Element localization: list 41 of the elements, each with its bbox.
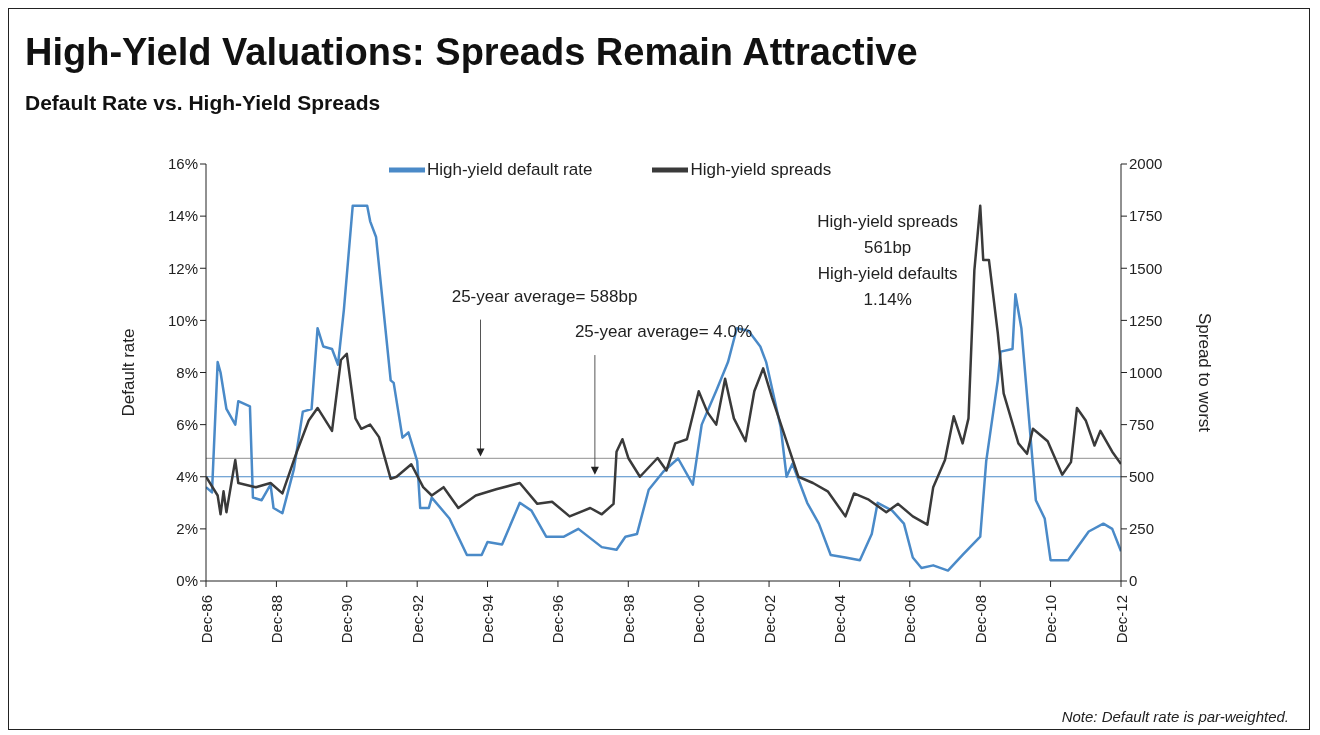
y-tick-label: 12%	[167, 259, 198, 277]
y2-axis-title: Spread to worst	[1194, 312, 1214, 433]
x-tick-label: Dec-96	[549, 595, 567, 644]
y2-tick-label: 750	[1129, 415, 1155, 433]
x-tick-label: Dec-12	[1112, 595, 1130, 644]
x-tick-label: Dec-90	[338, 595, 356, 644]
legend-label: High-yield spreads	[690, 160, 832, 180]
y2-tick-label: 1000	[1129, 363, 1163, 381]
x-tick-label: Dec-06	[901, 595, 919, 644]
y-axis-title: Default rate	[119, 328, 139, 417]
y-tick-label: 8%	[176, 363, 198, 381]
y-tick-label: 14%	[167, 207, 198, 225]
text: Note: Default rate is par-weighted.	[1061, 708, 1289, 725]
y-tick-label: 4%	[176, 468, 198, 486]
y-tick-label: 2%	[176, 520, 198, 538]
x-tick-label: Dec-98	[619, 595, 637, 644]
x-tick-label: Dec-08	[971, 595, 989, 644]
x-tick-label: Dec-10	[1042, 595, 1060, 644]
chart-subtitle: Default Rate vs. High-Yield Spreads	[25, 91, 381, 115]
annotation: High-yield spreads 561bp High-yield defaults 1.14%	[817, 211, 959, 309]
y2-tick-label: 0	[1129, 572, 1138, 590]
x-tick-label: Dec-02	[760, 595, 778, 644]
y2-tick-label: 1750	[1129, 207, 1163, 225]
x-tick-label: Dec-86	[197, 595, 215, 644]
x-tick-label: Dec-88	[267, 595, 285, 644]
y2-tick-label: 1500	[1129, 259, 1163, 277]
chart-title: High-Yield Valuations: Spreads Remain Attractive	[25, 31, 918, 74]
x-tick-label: Dec-04	[830, 595, 848, 644]
ref-line-label: 25-year average= 588bp	[451, 286, 638, 306]
y2-tick-label: 1250	[1129, 311, 1163, 329]
x-tick-label: Dec-94	[479, 595, 497, 644]
y-tick-label: 16%	[167, 155, 198, 173]
y-tick-label: 6%	[176, 415, 198, 433]
y-tick-label: 10%	[167, 311, 198, 329]
y2-tick-label: 250	[1129, 520, 1155, 538]
y-tick-label: 0%	[176, 572, 198, 590]
x-tick-label: Dec-92	[408, 595, 426, 644]
legend-label: High-yield default rate	[427, 160, 593, 180]
y2-tick-label: 2000	[1129, 155, 1163, 173]
x-tick-label: Dec-00	[690, 595, 708, 644]
y2-tick-label: 500	[1129, 468, 1155, 486]
